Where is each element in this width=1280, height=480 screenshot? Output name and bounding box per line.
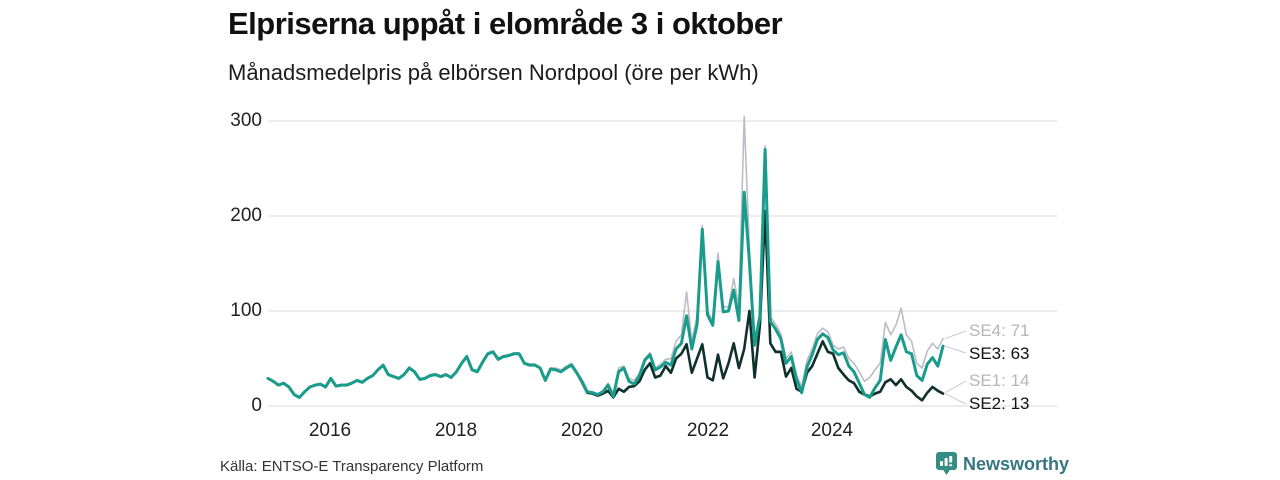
leader-line-se1 [944,380,967,394]
source-note: Källa: ENTSO-E Transparency Platform [220,458,484,475]
y-axis-tick-200: 200 [230,205,262,226]
x-axis-tick-2016: 2016 [308,420,352,441]
newsworthy-logo[interactable]: Newsworthy [936,452,1069,476]
x-axis-tick-2024: 2024 [810,420,854,441]
series-line-se4 [267,115,944,400]
y-axis-tick-0: 0 [251,395,262,416]
y-axis-tick-300: 300 [230,110,262,131]
leader-line-se3 [944,345,967,354]
series-label-se3: SE3: 63 [969,344,1030,363]
newsworthy-wordmark: Newsworthy [963,453,1070,474]
x-axis-tick-2020: 2020 [560,420,604,441]
x-axis-tick-2022: 2022 [686,420,730,441]
series-label-se1: SE1: 14 [969,371,1030,390]
x-axis-tick-2018: 2018 [434,420,478,441]
series-line-se2 [266,210,945,402]
leader-line-se2 [944,393,967,405]
series-label-se4: SE4: 71 [969,321,1030,340]
series-label-se2: SE2: 13 [969,394,1030,413]
series-line-se3 [266,148,945,399]
y-axis-tick-100: 100 [230,300,262,321]
newsworthy-icon [936,452,957,475]
page-title: Elpriserna uppåt i elområde 3 i oktober [228,6,783,41]
leader-line-se4 [944,330,967,340]
page-subtitle: Månadsmedelpris på elbörsen Nordpool (ör… [228,60,759,85]
